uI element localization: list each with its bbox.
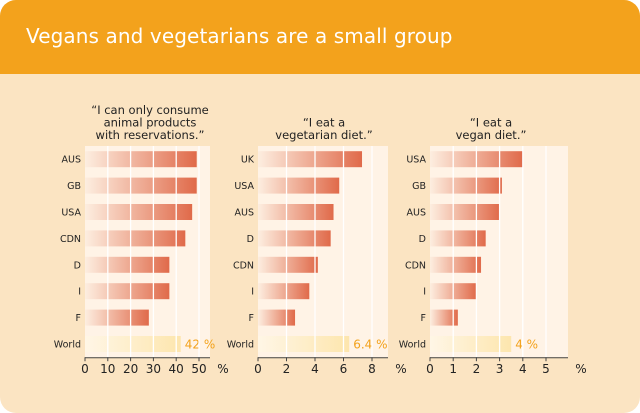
panel-1-tick-label: 0 <box>81 362 89 376</box>
panel-2-world-bar <box>258 336 350 352</box>
panel-2-bar <box>258 283 310 300</box>
panel-2-category-label: CDN <box>233 260 254 271</box>
panel-1-unit-label: % <box>217 362 228 376</box>
panel-1-title-line: “I can only consume <box>91 103 209 117</box>
panel-2-category-label: UK <box>241 155 255 166</box>
panel-2-category-label: I <box>251 287 254 298</box>
panel-2-bar <box>258 230 331 247</box>
panel-2-bar <box>258 151 363 168</box>
panel-1-bar <box>85 230 186 247</box>
panel-3-bar <box>430 230 486 247</box>
panel-1-tick-label: 10 <box>100 362 115 376</box>
panel-3-category-label: AUS <box>407 208 426 219</box>
panel-3-category-label: D <box>419 234 426 245</box>
panel-3-bar <box>430 256 482 273</box>
panel-2-category-label: F <box>249 313 254 324</box>
panel-2-category-label: AUS <box>235 208 254 219</box>
panel-3-category-label: World <box>399 340 426 351</box>
panel-3-bar <box>430 309 458 326</box>
panel-1-world-bar <box>85 336 181 352</box>
panel-1-bar <box>85 283 170 300</box>
panel-1-bar <box>85 204 193 220</box>
panel-3-tick-label: 2 <box>473 362 481 376</box>
panel-3-tick-label: 0 <box>426 362 434 376</box>
panel-2-bar <box>258 309 296 326</box>
panel-1-category-label: GB <box>67 181 81 192</box>
panel-3-title-line: vegan diet.” <box>456 128 527 142</box>
panel-1-category-label: USA <box>61 208 81 219</box>
panel-3-category-label: CDN <box>405 260 426 271</box>
panel-3-tick-label: 5 <box>542 362 550 376</box>
panel-1-world-value-label: 42 % <box>185 338 216 352</box>
panel-3-bar <box>430 177 502 194</box>
panel-3-tick-label: 3 <box>496 362 504 376</box>
panel-3-category-label: GB <box>412 181 426 192</box>
panel-1-bar <box>85 177 197 194</box>
panel-2-unit-label: % <box>395 362 406 376</box>
panel-3-category-label: F <box>421 313 426 324</box>
panel-1-category-label: I <box>78 287 81 298</box>
panel-3-category-label: I <box>423 287 426 298</box>
panel-3-world-value-label: 4 % <box>515 338 538 352</box>
panel-1-category-label: D <box>74 260 81 271</box>
panel-1-title-line: with reservations.” <box>96 128 205 142</box>
panel-3-category-label: USA <box>406 155 426 166</box>
header-bar: Vegans and vegetarians are a small group <box>0 0 640 74</box>
panel-2-tick-label: 4 <box>311 362 319 376</box>
panel-3-tick-label: 1 <box>449 362 457 376</box>
panel-2-title-line: “I eat a <box>303 116 345 130</box>
panel-2-category-label: USA <box>234 181 254 192</box>
panel-3-title-line: “I eat a <box>470 116 512 130</box>
panel-3-bar <box>430 204 500 220</box>
panel-1-tick-label: 50 <box>191 362 206 376</box>
panel-1-category-label: AUS <box>62 155 81 166</box>
panel-1-tick-label: 20 <box>123 362 138 376</box>
page-title: Vegans and vegetarians are a small group <box>26 24 453 48</box>
panel-2-title-line: vegetarian diet.” <box>275 128 372 142</box>
panel-1-bar <box>85 151 197 168</box>
panel-2-tick-label: 0 <box>254 362 262 376</box>
panel-3-tick-label: 4 <box>519 362 527 376</box>
panel-1-bar <box>85 256 170 273</box>
panel-2-world-value-label: 6.4 % <box>353 338 387 352</box>
panel-1-tick-label: 30 <box>146 362 161 376</box>
panel-3-unit-label: % <box>575 362 586 376</box>
panel-1-bar <box>85 309 149 326</box>
panel-2-tick-label: 8 <box>368 362 376 376</box>
panel-1-tick-label: 40 <box>169 362 184 376</box>
panel-2-tick-label: 6 <box>340 362 348 376</box>
panel-2-bar <box>258 256 318 273</box>
panel-1-category-label: World <box>54 340 81 351</box>
panel-2-category-label: World <box>227 340 254 351</box>
panel-3-world-bar <box>430 336 512 352</box>
panel-1-title-line: animal products <box>104 116 197 130</box>
panel-2-bar <box>258 204 334 220</box>
panel-1-category-label: F <box>76 313 81 324</box>
panel-2-tick-label: 2 <box>283 362 291 376</box>
panel-2-category-label: D <box>247 234 254 245</box>
panel-2-bar <box>258 177 340 194</box>
panel-1-category-label: CDN <box>60 234 81 245</box>
